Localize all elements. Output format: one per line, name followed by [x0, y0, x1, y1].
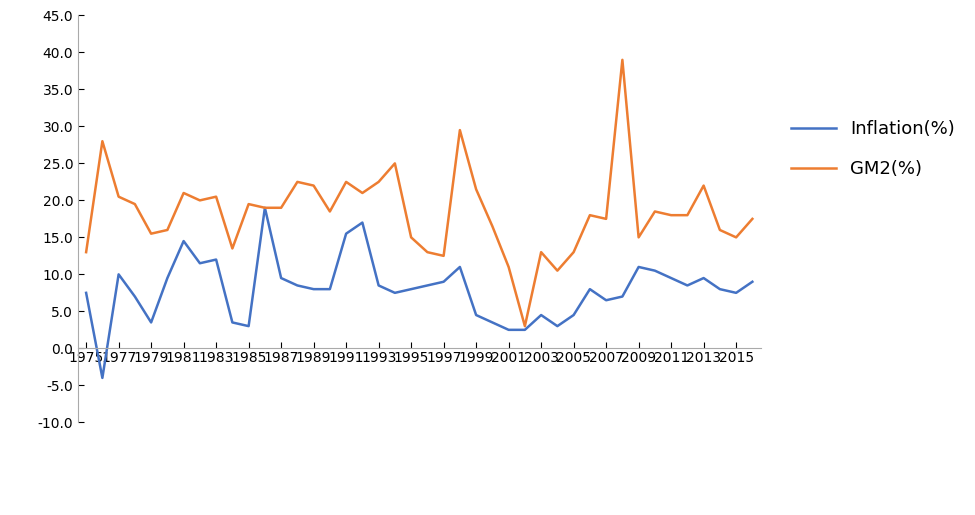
GM2(%) — [601, 216, 612, 222]
GM2(%) — [194, 197, 206, 203]
Inflation(%) — [616, 294, 628, 300]
GM2(%) — [730, 234, 742, 241]
GM2(%) — [340, 179, 352, 185]
Inflation(%) — [438, 279, 449, 285]
GM2(%) — [616, 57, 628, 63]
Inflation(%) — [129, 294, 140, 300]
Inflation(%) — [535, 312, 547, 318]
Inflation(%) — [584, 286, 596, 292]
Inflation(%) — [275, 275, 287, 281]
Inflation(%) — [567, 312, 579, 318]
GM2(%) — [372, 179, 384, 185]
Inflation(%) — [470, 312, 482, 318]
Inflation(%) — [308, 286, 320, 292]
GM2(%) — [243, 201, 254, 207]
GM2(%) — [129, 201, 140, 207]
Inflation(%) — [194, 260, 206, 266]
Inflation(%) — [503, 327, 515, 333]
GM2(%) — [162, 227, 174, 233]
GM2(%) — [357, 190, 369, 196]
Inflation(%) — [421, 282, 433, 288]
GM2(%) — [503, 264, 515, 270]
Inflation(%) — [682, 282, 693, 288]
GM2(%) — [698, 182, 710, 188]
GM2(%) — [584, 212, 596, 218]
GM2(%) — [406, 234, 417, 241]
GM2(%) — [454, 127, 466, 133]
Line: Inflation(%): Inflation(%) — [86, 208, 753, 378]
Inflation(%) — [324, 286, 335, 292]
GM2(%) — [633, 234, 644, 241]
Inflation(%) — [454, 264, 466, 270]
GM2(%) — [747, 216, 759, 222]
Inflation(%) — [519, 327, 530, 333]
Inflation(%) — [145, 319, 157, 325]
GM2(%) — [308, 182, 320, 188]
GM2(%) — [535, 249, 547, 255]
Inflation(%) — [633, 264, 644, 270]
GM2(%) — [211, 194, 222, 200]
Inflation(%) — [226, 319, 238, 325]
GM2(%) — [567, 249, 579, 255]
GM2(%) — [649, 209, 661, 215]
Inflation(%) — [389, 290, 401, 296]
GM2(%) — [682, 212, 693, 218]
GM2(%) — [421, 249, 433, 255]
GM2(%) — [389, 160, 401, 166]
Inflation(%) — [714, 286, 725, 292]
Inflation(%) — [649, 268, 661, 274]
Inflation(%) — [340, 231, 352, 237]
Inflation(%) — [243, 323, 254, 329]
Inflation(%) — [747, 279, 759, 285]
GM2(%) — [714, 227, 725, 233]
Inflation(%) — [372, 282, 384, 288]
Inflation(%) — [698, 275, 710, 281]
GM2(%) — [470, 186, 482, 193]
GM2(%) — [324, 209, 335, 215]
Inflation(%) — [259, 204, 271, 211]
GM2(%) — [97, 138, 108, 144]
Inflation(%) — [552, 323, 564, 329]
Inflation(%) — [80, 290, 92, 296]
GM2(%) — [487, 223, 498, 229]
GM2(%) — [275, 204, 287, 211]
GM2(%) — [226, 245, 238, 251]
Inflation(%) — [113, 271, 125, 278]
Inflation(%) — [601, 297, 612, 303]
Inflation(%) — [487, 319, 498, 325]
Inflation(%) — [665, 275, 677, 281]
GM2(%) — [145, 231, 157, 237]
Line: GM2(%): GM2(%) — [86, 60, 753, 326]
GM2(%) — [438, 253, 449, 259]
Inflation(%) — [730, 290, 742, 296]
GM2(%) — [177, 190, 189, 196]
GM2(%) — [292, 179, 303, 185]
GM2(%) — [113, 194, 125, 200]
Inflation(%) — [177, 238, 189, 244]
GM2(%) — [80, 249, 92, 255]
GM2(%) — [552, 268, 564, 274]
Inflation(%) — [292, 282, 303, 288]
GM2(%) — [519, 323, 530, 329]
Inflation(%) — [162, 275, 174, 281]
Inflation(%) — [406, 286, 417, 292]
GM2(%) — [665, 212, 677, 218]
Inflation(%) — [357, 219, 369, 226]
GM2(%) — [259, 204, 271, 211]
Inflation(%) — [97, 375, 108, 381]
Legend: Inflation(%), GM2(%): Inflation(%), GM2(%) — [776, 106, 969, 193]
Inflation(%) — [211, 256, 222, 263]
